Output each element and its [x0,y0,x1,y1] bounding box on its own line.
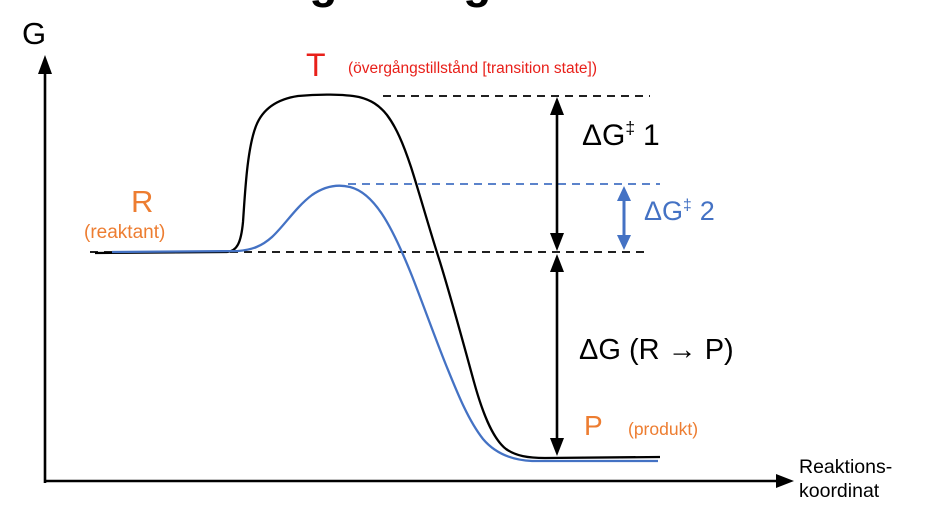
uncatalyzed-energy-curve [94,93,661,460]
delta-g2-arrowhead-top-icon [617,186,631,201]
delta-g1-sup: ‡ [625,118,636,138]
y-axis-arrowhead-icon [38,55,52,74]
catalyzed-energy-curve [111,184,658,463]
delta-g2-label: ΔG‡ 2 [644,196,715,227]
delta-g1-arrowhead-top-icon [550,97,564,115]
delta-g2-base: ΔG [644,196,684,226]
product-description: (produkt) [628,419,699,439]
x-axis-label-line2: koordinat [799,480,880,503]
x-axis-arrowhead-icon [776,474,794,488]
delta-g-overall-arrowhead-top-icon [550,254,564,272]
delta-g2-sup: ‡ [683,197,692,214]
reactant-description: (reaktant) [84,222,166,243]
product-symbol: P [584,410,603,441]
delta-g-overall-arrowhead-bottom-icon [550,438,564,456]
delta-g-overall-label: ΔG (R → P) [579,334,734,366]
transition-state-description: (övergångstillstånd [transition state]) [348,60,597,77]
slide-title-text: Aktiveringsenergi [108,0,578,9]
delta-g1-label: ΔG‡ 1 [582,118,660,153]
delta-g-overall-arrow [550,254,564,456]
delta-g2-arrow [617,186,631,250]
reactant-symbol: R [131,184,154,219]
x-axis-label-line1: Reaktions- [799,456,893,478]
delta-g1-base: ΔG [582,119,626,152]
delta-g1-number: 1 [643,119,660,152]
transition-state-symbol: T [306,47,326,83]
delta-g1-arrow [550,97,564,251]
y-axis-label: G [22,16,47,51]
x-axis-label: Reaktions- koordinat [799,455,892,504]
cropped-slide-title: Aktiveringsenergi [108,0,578,13]
delta-g2-arrowhead-bottom-icon [617,235,631,250]
delta-g1-arrowhead-bottom-icon [550,233,564,251]
delta-g2-number: 2 [699,196,715,226]
